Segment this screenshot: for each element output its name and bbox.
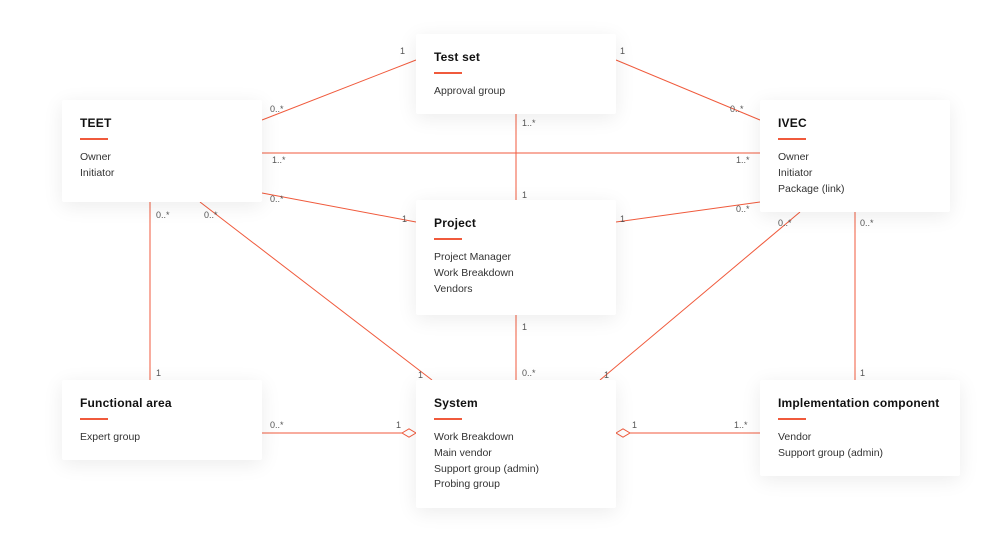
title-underline bbox=[434, 418, 462, 420]
entity-attribute: Support group (admin) bbox=[434, 462, 598, 478]
title-underline bbox=[80, 138, 108, 140]
entity-ivec: IVEC OwnerInitiatorPackage (link) bbox=[760, 100, 950, 212]
multiplicity-label: 1 bbox=[620, 46, 625, 56]
multiplicity-label: 1 bbox=[402, 214, 407, 224]
entity-title: Test set bbox=[434, 50, 598, 64]
multiplicity-label: 1..* bbox=[736, 155, 750, 165]
title-underline bbox=[80, 418, 108, 420]
multiplicity-label: 1 bbox=[156, 368, 161, 378]
entity-attribute: Project Manager bbox=[434, 250, 598, 266]
diagram-canvas: 0..* 1 1 0..* 1..* 1..* 1..* 1 0..* 1 0..* 1 0..* 1 0.… bbox=[0, 0, 998, 549]
multiplicity-label: 0..* bbox=[270, 104, 284, 114]
multiplicity-label: 1 bbox=[860, 368, 865, 378]
multiplicity-label: 1 bbox=[400, 46, 405, 56]
entity-attribute: Owner bbox=[80, 150, 244, 166]
multiplicity-label: 1 bbox=[522, 322, 527, 332]
multiplicity-label: 1 bbox=[522, 190, 527, 200]
entity-attribute: Owner bbox=[778, 150, 932, 166]
multiplicity-label: 1 bbox=[620, 214, 625, 224]
multiplicity-label: 0..* bbox=[730, 104, 744, 114]
multiplicity-label: 1..* bbox=[522, 118, 536, 128]
title-underline bbox=[778, 138, 806, 140]
multiplicity-label: 0..* bbox=[860, 218, 874, 228]
entity-attribute: Vendor bbox=[778, 430, 942, 446]
entity-funcarea: Functional area Expert group bbox=[62, 380, 262, 460]
entity-attribute: Support group (admin) bbox=[778, 446, 942, 462]
multiplicity-label: 1 bbox=[396, 420, 401, 430]
multiplicity-label: 0..* bbox=[204, 210, 218, 220]
entity-attribute: Initiator bbox=[778, 166, 932, 182]
entity-teet: TEET OwnerInitiator bbox=[62, 100, 262, 202]
entity-attribute: Package (link) bbox=[778, 182, 932, 198]
multiplicity-label: 0..* bbox=[270, 194, 284, 204]
multiplicity-label: 0..* bbox=[270, 420, 284, 430]
entity-title: IVEC bbox=[778, 116, 932, 130]
entity-attribute: Approval group bbox=[434, 84, 598, 100]
entity-implcomp: Implementation component VendorSupport gr… bbox=[760, 380, 960, 476]
multiplicity-label: 0..* bbox=[156, 210, 170, 220]
entity-attribute: Work Breakdown bbox=[434, 430, 598, 446]
entity-attribute: Expert group bbox=[80, 430, 244, 446]
multiplicity-label: 0..* bbox=[522, 368, 536, 378]
entity-attribute: Probing group bbox=[434, 477, 598, 493]
multiplicity-label: 1..* bbox=[734, 420, 748, 430]
entity-testset: Test set Approval group bbox=[416, 34, 616, 114]
title-underline bbox=[434, 72, 462, 74]
multiplicity-label: 1 bbox=[604, 370, 609, 380]
multiplicity-label: 1 bbox=[418, 370, 423, 380]
multiplicity-label: 0..* bbox=[778, 218, 792, 228]
entity-title: System bbox=[434, 396, 598, 410]
entity-project: Project Project ManagerWork BreakdownVend… bbox=[416, 200, 616, 315]
multiplicity-label: 1..* bbox=[272, 155, 286, 165]
entity-title: Project bbox=[434, 216, 598, 230]
entity-title: Functional area bbox=[80, 396, 244, 410]
entity-attribute: Work Breakdown bbox=[434, 266, 598, 282]
entity-attribute: Initiator bbox=[80, 166, 244, 182]
entity-title: Implementation component bbox=[778, 396, 942, 410]
entity-system: System Work BreakdownMain vendorSupport g… bbox=[416, 380, 616, 508]
entity-attribute: Vendors bbox=[434, 282, 598, 298]
multiplicity-label: 1 bbox=[632, 420, 637, 430]
entity-title: TEET bbox=[80, 116, 244, 130]
multiplicity-label: 0..* bbox=[736, 204, 750, 214]
title-underline bbox=[434, 238, 462, 240]
title-underline bbox=[778, 418, 806, 420]
entity-attribute: Main vendor bbox=[434, 446, 598, 462]
